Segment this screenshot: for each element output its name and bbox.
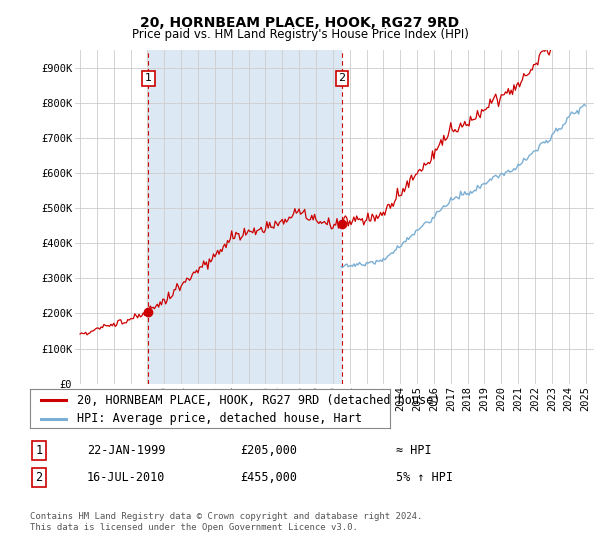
Text: 22-JAN-1999: 22-JAN-1999 <box>87 444 166 458</box>
Text: Price paid vs. HM Land Registry's House Price Index (HPI): Price paid vs. HM Land Registry's House … <box>131 28 469 41</box>
Text: HPI: Average price, detached house, Hart: HPI: Average price, detached house, Hart <box>77 412 362 425</box>
Text: 20, HORNBEAM PLACE, HOOK, RG27 9RD: 20, HORNBEAM PLACE, HOOK, RG27 9RD <box>140 16 460 30</box>
Text: 20, HORNBEAM PLACE, HOOK, RG27 9RD (detached house): 20, HORNBEAM PLACE, HOOK, RG27 9RD (deta… <box>77 394 440 407</box>
Text: ≈ HPI: ≈ HPI <box>396 444 431 458</box>
Text: 2: 2 <box>338 73 346 83</box>
Text: Contains HM Land Registry data © Crown copyright and database right 2024.
This d: Contains HM Land Registry data © Crown c… <box>30 512 422 532</box>
Text: 2: 2 <box>35 470 43 484</box>
Text: £205,000: £205,000 <box>240 444 297 458</box>
Text: 1: 1 <box>145 73 152 83</box>
Text: 1: 1 <box>35 444 43 458</box>
Text: 5% ↑ HPI: 5% ↑ HPI <box>396 470 453 484</box>
Text: 16-JUL-2010: 16-JUL-2010 <box>87 470 166 484</box>
Bar <box>148 50 342 384</box>
Text: £455,000: £455,000 <box>240 470 297 484</box>
